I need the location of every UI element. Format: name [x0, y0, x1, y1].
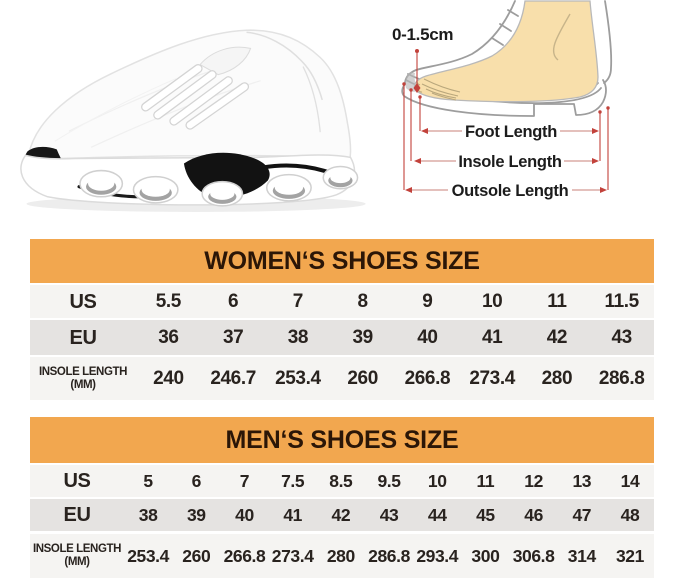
men-size-table: US 5 6 7 7.5 8.5 9.5 10 11 12 13 14 EU 38 39 40 41 42 43 44… — [30, 465, 654, 578]
size-value: 280 — [326, 545, 355, 566]
foot-measurement-diagram: 0-1.5cm Foot Length Insole Length Outsol… — [392, 0, 613, 200]
size-value: 10 — [481, 290, 503, 312]
size-value: 39 — [352, 326, 373, 348]
insole-length-label: Insole Length — [458, 153, 562, 171]
size-value: 246.7 — [210, 367, 256, 389]
size-value: 14 — [620, 470, 640, 491]
size-table-row-us: US 5 6 7 7.5 8.5 9.5 10 11 12 13 14 — [30, 465, 654, 497]
size-value: 43 — [379, 504, 399, 525]
size-value: 45 — [476, 504, 495, 525]
size-value: 7 — [292, 290, 304, 312]
size-value: 9 — [422, 290, 433, 312]
size-table-row-us: US 5.5 6 7 8 9 10 11 11.5 — [30, 285, 654, 318]
outsole-length-label: Outsole Length — [452, 182, 569, 200]
size-value: 42 — [331, 504, 351, 525]
size-value: 11 — [547, 290, 567, 312]
size-value: 8 — [357, 290, 369, 312]
size-table-row-insole: INSOLE LENGTH (MM) 240 246.7 253.4 260 266.8 27… — [30, 357, 654, 400]
size-value: 10 — [427, 470, 447, 491]
size-value: 11.5 — [604, 290, 639, 312]
size-value: 240 — [153, 367, 184, 389]
measurement-lines — [402, 49, 610, 190]
size-value: 321 — [615, 545, 644, 566]
size-value: 38 — [138, 504, 158, 525]
size-value: 260 — [182, 545, 211, 566]
measurement-dashes — [412, 130, 600, 191]
size-value: 38 — [287, 326, 309, 348]
size-value: 286.8 — [368, 545, 410, 566]
row-label-eu: EU — [69, 326, 97, 349]
size-value: 306.8 — [512, 545, 555, 566]
size-value: 314 — [567, 545, 596, 566]
size-value: 44 — [427, 504, 447, 525]
size-value: 41 — [283, 504, 302, 525]
size-value: 253.4 — [275, 367, 321, 389]
sneaker-photo — [20, 29, 366, 212]
size-value: 48 — [620, 504, 640, 525]
size-value: 6 — [191, 470, 202, 491]
size-value: 286.8 — [598, 367, 645, 389]
size-value: 293.4 — [416, 545, 459, 566]
size-value: 6 — [228, 290, 239, 312]
toe-gap-label: 0-1.5cm — [392, 25, 453, 44]
row-label-eu: EU — [63, 504, 91, 526]
size-value: 5.5 — [155, 290, 182, 312]
row-label-us: US — [63, 470, 91, 492]
air-bubble-sole — [79, 165, 359, 207]
measurement-arrows — [405, 128, 607, 193]
size-value: 13 — [572, 470, 592, 491]
women-size-table: US 5.5 6 7 8 9 10 11 11.5 EU 36 37 38 39 40 41 42 43 INSOL… — [30, 285, 654, 400]
size-value: 300 — [471, 545, 500, 566]
foot-length-label: Foot Length — [465, 123, 557, 141]
row-label-insole: INSOLE LENGTH (MM) — [32, 543, 122, 568]
size-value: 253.4 — [127, 545, 169, 566]
size-value: 41 — [481, 326, 503, 348]
toe-detail-lines — [416, 78, 461, 101]
size-value: 5 — [143, 470, 153, 491]
size-value: 37 — [222, 326, 244, 348]
size-value: 8.5 — [329, 470, 353, 491]
ankle-line — [552, 13, 571, 61]
size-value: 266.8 — [404, 367, 451, 389]
size-value: 47 — [572, 504, 592, 525]
row-label-insole: INSOLE LENGTH (MM) — [38, 365, 128, 391]
size-value: 42 — [546, 326, 568, 348]
size-value: 40 — [235, 504, 254, 525]
size-value: 39 — [186, 504, 206, 525]
size-value: 40 — [417, 326, 438, 348]
size-table-row-eu: EU 38 39 40 41 42 43 44 45 46 47 48 — [30, 499, 654, 531]
size-value: 280 — [541, 367, 573, 389]
size-value: 7 — [239, 470, 250, 491]
row-label-us: US — [69, 290, 97, 313]
size-value: 36 — [158, 326, 179, 348]
size-table-row-insole: INSOLE LENGTH (MM) 253.4 260 266.8 273.4 280 28… — [30, 534, 654, 578]
size-value: 46 — [524, 504, 543, 525]
size-value: 43 — [611, 326, 632, 348]
size-value: 9.5 — [377, 470, 401, 491]
size-value: 11 — [476, 470, 495, 491]
women-section-title: WOMEN‘S SHOES SIZE — [30, 239, 654, 283]
foot-illustration — [413, 0, 599, 103]
size-table-row-eu: EU 36 37 38 39 40 41 42 43 — [30, 320, 654, 355]
size-value: 273.4 — [469, 367, 515, 389]
size-value: 260 — [347, 367, 378, 389]
size-value: 7.5 — [281, 470, 305, 491]
size-value: 266.8 — [223, 545, 266, 566]
size-value: 273.4 — [271, 545, 314, 566]
size-value: 12 — [524, 470, 543, 491]
men-section-title: MEN‘S SHOES SIZE — [30, 417, 654, 463]
